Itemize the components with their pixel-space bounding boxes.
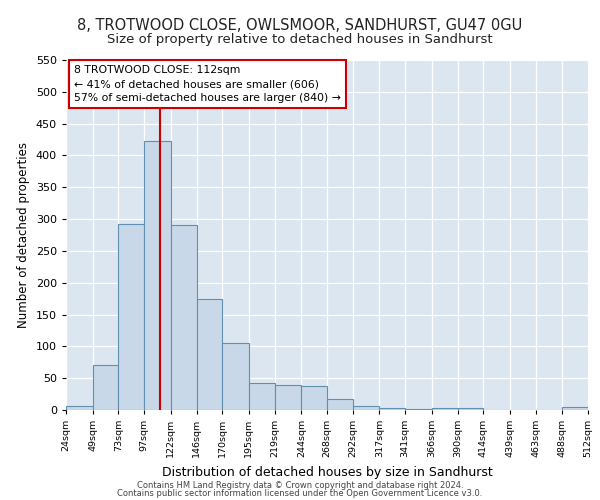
Text: 8 TROTWOOD CLOSE: 112sqm
← 41% of detached houses are smaller (606)
57% of semi-: 8 TROTWOOD CLOSE: 112sqm ← 41% of detach…	[74, 66, 341, 104]
Bar	[144, 142, 171, 410]
Text: 8, TROTWOOD CLOSE, OWLSMOOR, SANDHURST, GU47 0GU: 8, TROTWOOD CLOSE, OWLSMOOR, SANDHURST, …	[77, 18, 523, 32]
Bar	[379, 408, 405, 410]
Bar	[301, 386, 327, 410]
Bar	[66, 406, 93, 410]
Text: Contains public sector information licensed under the Open Government Licence v3: Contains public sector information licen…	[118, 489, 482, 498]
Bar	[562, 407, 588, 410]
Bar	[432, 408, 458, 410]
X-axis label: Distribution of detached houses by size in Sandhurst: Distribution of detached houses by size …	[161, 466, 493, 478]
Bar	[458, 408, 483, 410]
Text: Contains HM Land Registry data © Crown copyright and database right 2024.: Contains HM Land Registry data © Crown c…	[137, 480, 463, 490]
Bar	[327, 399, 353, 410]
Bar	[222, 343, 249, 410]
Bar	[405, 408, 432, 410]
Bar	[353, 406, 379, 410]
Bar	[249, 382, 275, 410]
Bar	[171, 226, 197, 410]
Y-axis label: Number of detached properties: Number of detached properties	[17, 142, 30, 328]
Bar	[275, 384, 301, 410]
Bar	[118, 224, 144, 410]
Text: Size of property relative to detached houses in Sandhurst: Size of property relative to detached ho…	[107, 32, 493, 46]
Bar	[93, 366, 118, 410]
Bar	[197, 300, 222, 410]
